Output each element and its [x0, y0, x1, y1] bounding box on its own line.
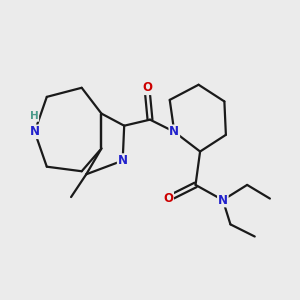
Text: N: N — [218, 194, 228, 207]
Text: O: O — [142, 81, 152, 94]
Text: N: N — [30, 125, 40, 138]
Text: N: N — [118, 154, 128, 167]
Text: N: N — [169, 125, 179, 138]
Text: H: H — [30, 111, 38, 121]
Text: O: O — [163, 192, 173, 205]
